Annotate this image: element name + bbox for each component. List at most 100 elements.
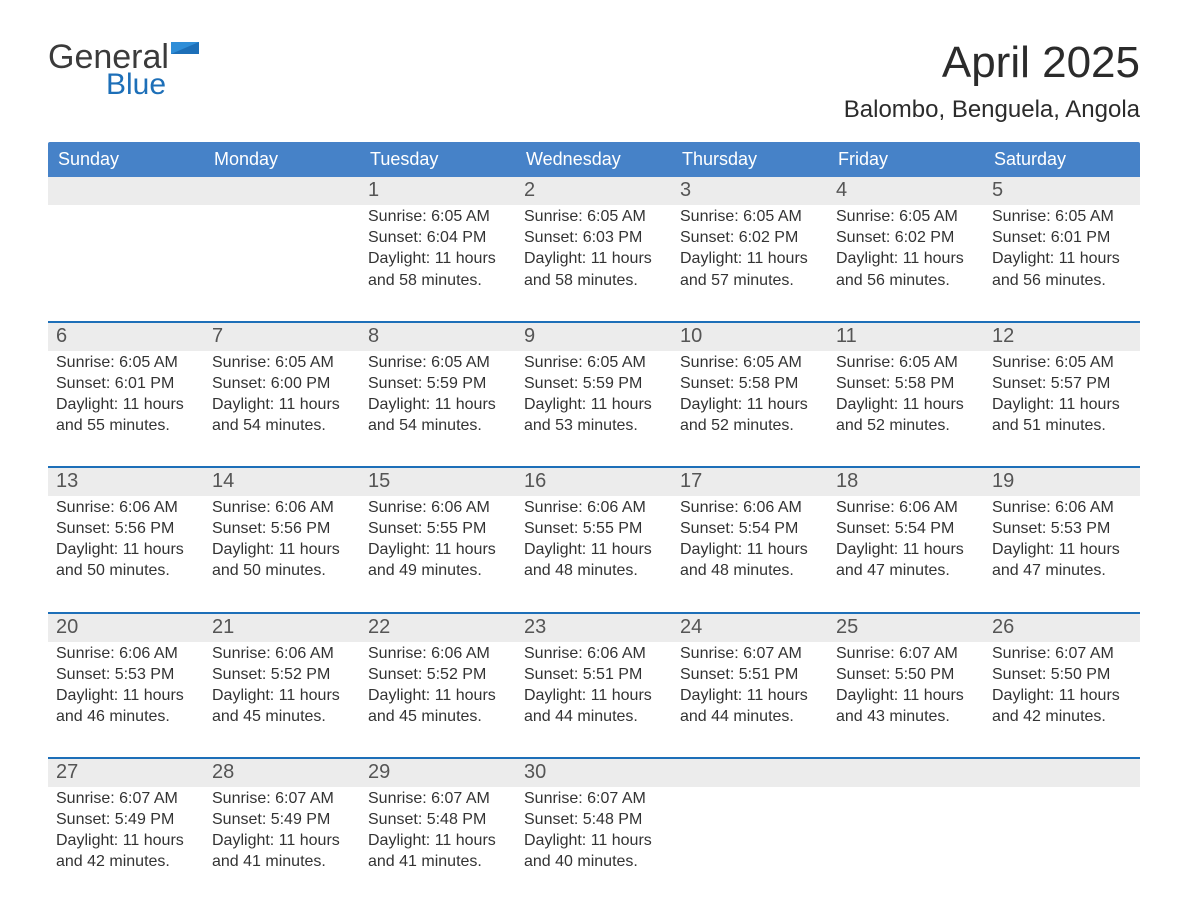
brand-flag-icon — [169, 40, 205, 70]
day-header-row: Sunday Monday Tuesday Wednesday Thursday… — [48, 142, 1140, 177]
sunrise-text: Sunrise: 6:06 AM — [680, 497, 820, 518]
sunrise-text: Sunrise: 6:05 AM — [212, 352, 352, 373]
daylight2-text: and 50 minutes. — [56, 560, 196, 581]
sunset-text: Sunset: 5:51 PM — [524, 664, 664, 685]
day-cell: Sunrise: 6:07 AMSunset: 5:50 PMDaylight:… — [828, 642, 984, 757]
day-number: 2 — [516, 177, 672, 205]
day-number: 17 — [672, 468, 828, 496]
day-cell: Sunrise: 6:05 AMSunset: 5:58 PMDaylight:… — [672, 351, 828, 466]
daylight1-text: Daylight: 11 hours — [56, 685, 196, 706]
day-number: 18 — [828, 468, 984, 496]
daylight2-text: and 48 minutes. — [680, 560, 820, 581]
sunrise-text: Sunrise: 6:06 AM — [56, 497, 196, 518]
daylight1-text: Daylight: 11 hours — [992, 539, 1132, 560]
day-number: 6 — [48, 323, 204, 351]
daylight2-text: and 51 minutes. — [992, 415, 1132, 436]
day-number: 3 — [672, 177, 828, 205]
sunrise-text: Sunrise: 6:05 AM — [524, 206, 664, 227]
sunrise-text: Sunrise: 6:07 AM — [680, 643, 820, 664]
daylight1-text: Daylight: 11 hours — [368, 394, 508, 415]
daylight2-text: and 52 minutes. — [836, 415, 976, 436]
day-cell: Sunrise: 6:07 AMSunset: 5:48 PMDaylight:… — [360, 787, 516, 902]
sunset-text: Sunset: 5:56 PM — [212, 518, 352, 539]
day-number-row: 12345 — [48, 177, 1140, 205]
daylight1-text: Daylight: 11 hours — [524, 248, 664, 269]
calendar-grid: Sunday Monday Tuesday Wednesday Thursday… — [48, 142, 1140, 902]
day-number: 7 — [204, 323, 360, 351]
daylight1-text: Daylight: 11 hours — [524, 830, 664, 851]
daylight2-text: and 57 minutes. — [680, 270, 820, 291]
daylight2-text: and 44 minutes. — [524, 706, 664, 727]
day-cell: Sunrise: 6:05 AMSunset: 5:58 PMDaylight:… — [828, 351, 984, 466]
day-number — [672, 759, 828, 787]
daylight2-text: and 52 minutes. — [680, 415, 820, 436]
sunrise-text: Sunrise: 6:06 AM — [368, 643, 508, 664]
sunrise-text: Sunrise: 6:06 AM — [368, 497, 508, 518]
sunrise-text: Sunrise: 6:06 AM — [524, 643, 664, 664]
day-cell: Sunrise: 6:06 AMSunset: 5:56 PMDaylight:… — [48, 496, 204, 611]
sunrise-text: Sunrise: 6:07 AM — [836, 643, 976, 664]
week-row: 12345Sunrise: 6:05 AMSunset: 6:04 PMDayl… — [48, 177, 1140, 320]
sunset-text: Sunset: 5:57 PM — [992, 373, 1132, 394]
day-body-row: Sunrise: 6:05 AMSunset: 6:04 PMDaylight:… — [48, 205, 1140, 320]
daylight2-text: and 47 minutes. — [836, 560, 976, 581]
sunset-text: Sunset: 5:58 PM — [680, 373, 820, 394]
day-header: Friday — [828, 142, 984, 177]
daylight2-text: and 45 minutes. — [368, 706, 508, 727]
daylight2-text: and 43 minutes. — [836, 706, 976, 727]
brand-logo: General Blue — [48, 40, 205, 100]
day-cell: Sunrise: 6:05 AMSunset: 6:01 PMDaylight:… — [48, 351, 204, 466]
day-number: 13 — [48, 468, 204, 496]
sunrise-text: Sunrise: 6:05 AM — [524, 352, 664, 373]
daylight2-text: and 44 minutes. — [680, 706, 820, 727]
day-number — [828, 759, 984, 787]
sunset-text: Sunset: 5:52 PM — [212, 664, 352, 685]
daylight1-text: Daylight: 11 hours — [992, 248, 1132, 269]
daylight1-text: Daylight: 11 hours — [836, 685, 976, 706]
day-header: Tuesday — [360, 142, 516, 177]
day-header: Saturday — [984, 142, 1140, 177]
sunrise-text: Sunrise: 6:06 AM — [992, 497, 1132, 518]
day-body-row: Sunrise: 6:06 AMSunset: 5:53 PMDaylight:… — [48, 642, 1140, 757]
day-number: 25 — [828, 614, 984, 642]
day-number: 23 — [516, 614, 672, 642]
daylight2-text: and 53 minutes. — [524, 415, 664, 436]
daylight2-text: and 54 minutes. — [368, 415, 508, 436]
daylight2-text: and 48 minutes. — [524, 560, 664, 581]
daylight1-text: Daylight: 11 hours — [992, 685, 1132, 706]
sunrise-text: Sunrise: 6:05 AM — [56, 352, 196, 373]
day-number: 21 — [204, 614, 360, 642]
day-number: 19 — [984, 468, 1140, 496]
sunset-text: Sunset: 6:00 PM — [212, 373, 352, 394]
daylight1-text: Daylight: 11 hours — [680, 248, 820, 269]
day-cell: Sunrise: 6:06 AMSunset: 5:56 PMDaylight:… — [204, 496, 360, 611]
sunset-text: Sunset: 5:59 PM — [368, 373, 508, 394]
day-number: 14 — [204, 468, 360, 496]
location-subtitle: Balombo, Benguela, Angola — [844, 96, 1140, 124]
sunset-text: Sunset: 5:58 PM — [836, 373, 976, 394]
daylight2-text: and 46 minutes. — [56, 706, 196, 727]
day-body-row: Sunrise: 6:07 AMSunset: 5:49 PMDaylight:… — [48, 787, 1140, 902]
daylight2-text: and 41 minutes. — [368, 851, 508, 872]
sunrise-text: Sunrise: 6:05 AM — [992, 352, 1132, 373]
day-number: 22 — [360, 614, 516, 642]
day-number: 15 — [360, 468, 516, 496]
daylight1-text: Daylight: 11 hours — [212, 539, 352, 560]
daylight1-text: Daylight: 11 hours — [368, 830, 508, 851]
week-row: 27282930Sunrise: 6:07 AMSunset: 5:49 PMD… — [48, 757, 1140, 902]
daylight2-text: and 45 minutes. — [212, 706, 352, 727]
sunrise-text: Sunrise: 6:05 AM — [368, 206, 508, 227]
day-number: 20 — [48, 614, 204, 642]
day-cell: Sunrise: 6:05 AMSunset: 6:04 PMDaylight:… — [360, 205, 516, 320]
daylight2-text: and 56 minutes. — [992, 270, 1132, 291]
day-number-row: 6789101112 — [48, 323, 1140, 351]
daylight1-text: Daylight: 11 hours — [524, 685, 664, 706]
day-number-row: 20212223242526 — [48, 614, 1140, 642]
day-number: 1 — [360, 177, 516, 205]
daylight1-text: Daylight: 11 hours — [368, 685, 508, 706]
day-cell: Sunrise: 6:05 AMSunset: 6:03 PMDaylight:… — [516, 205, 672, 320]
sunset-text: Sunset: 6:01 PM — [992, 227, 1132, 248]
sunset-text: Sunset: 5:48 PM — [524, 809, 664, 830]
sunrise-text: Sunrise: 6:05 AM — [368, 352, 508, 373]
sunset-text: Sunset: 5:49 PM — [212, 809, 352, 830]
